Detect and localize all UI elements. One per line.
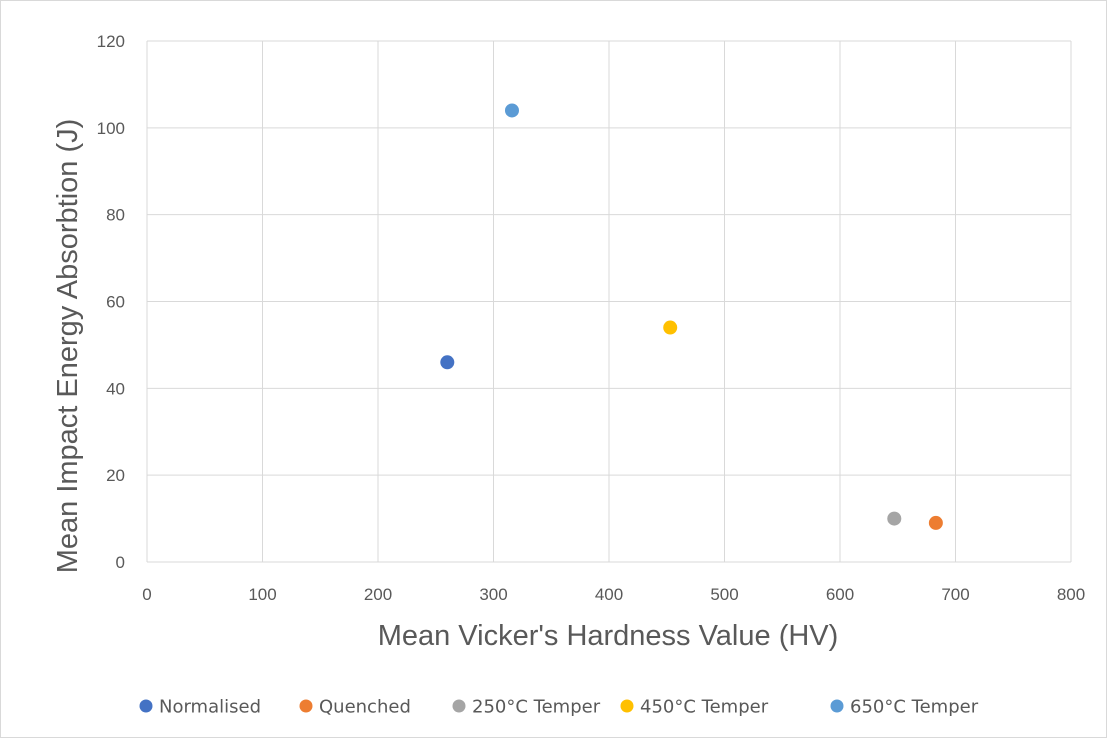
x-tick-label: 600 xyxy=(826,585,854,604)
legend: Normalised Quenched 250°C Temper 450°C Temp… xyxy=(139,697,979,718)
y-tick-label: 120 xyxy=(97,32,125,51)
legend-marker xyxy=(620,699,634,713)
x-tick-label: 400 xyxy=(595,585,623,604)
data-point-450-c-temper xyxy=(663,320,678,335)
legend-label: 450°C Temper xyxy=(640,697,769,718)
legend-marker xyxy=(830,699,844,713)
x-tick-label: 300 xyxy=(479,585,507,604)
x-tick-label: 700 xyxy=(941,585,969,604)
y-axis-ticks: 0 20 40 60 80 100 120 xyxy=(97,32,125,572)
x-tick-label: 500 xyxy=(710,585,738,604)
legend-label: Normalised xyxy=(159,697,261,718)
x-axis-title: Mean Vicker's Hardness Value (HV) xyxy=(378,620,839,652)
legend-label: Quenched xyxy=(319,697,411,718)
legend-marker xyxy=(139,699,153,713)
data-point-250-c-temper xyxy=(887,511,902,526)
x-tick-label: 200 xyxy=(364,585,392,604)
legend-marker xyxy=(299,699,313,713)
legend-marker xyxy=(452,699,466,713)
x-tick-label: 0 xyxy=(142,585,151,604)
legend-label: 650°C Temper xyxy=(850,697,979,718)
y-tick-label: 0 xyxy=(116,553,125,572)
x-tick-label: 800 xyxy=(1057,585,1085,604)
gridlines xyxy=(146,40,1072,563)
y-tick-label: 80 xyxy=(106,206,125,225)
data-point-650-c-temper xyxy=(504,103,519,118)
data-point-normalised xyxy=(440,355,455,370)
y-tick-label: 60 xyxy=(106,293,125,312)
x-axis-ticks: 0 100 200 300 400 500 600 700 800 xyxy=(142,585,1085,604)
legend-label: 250°C Temper xyxy=(472,697,601,718)
y-tick-label: 20 xyxy=(106,466,125,485)
y-tick-label: 40 xyxy=(106,379,125,398)
x-tick-label: 100 xyxy=(248,585,276,604)
data-points xyxy=(440,103,943,530)
y-tick-label: 100 xyxy=(97,119,125,138)
data-point-quenched xyxy=(928,515,943,530)
y-axis-title: Mean Impact Energy Absorbtion (J) xyxy=(52,119,84,574)
